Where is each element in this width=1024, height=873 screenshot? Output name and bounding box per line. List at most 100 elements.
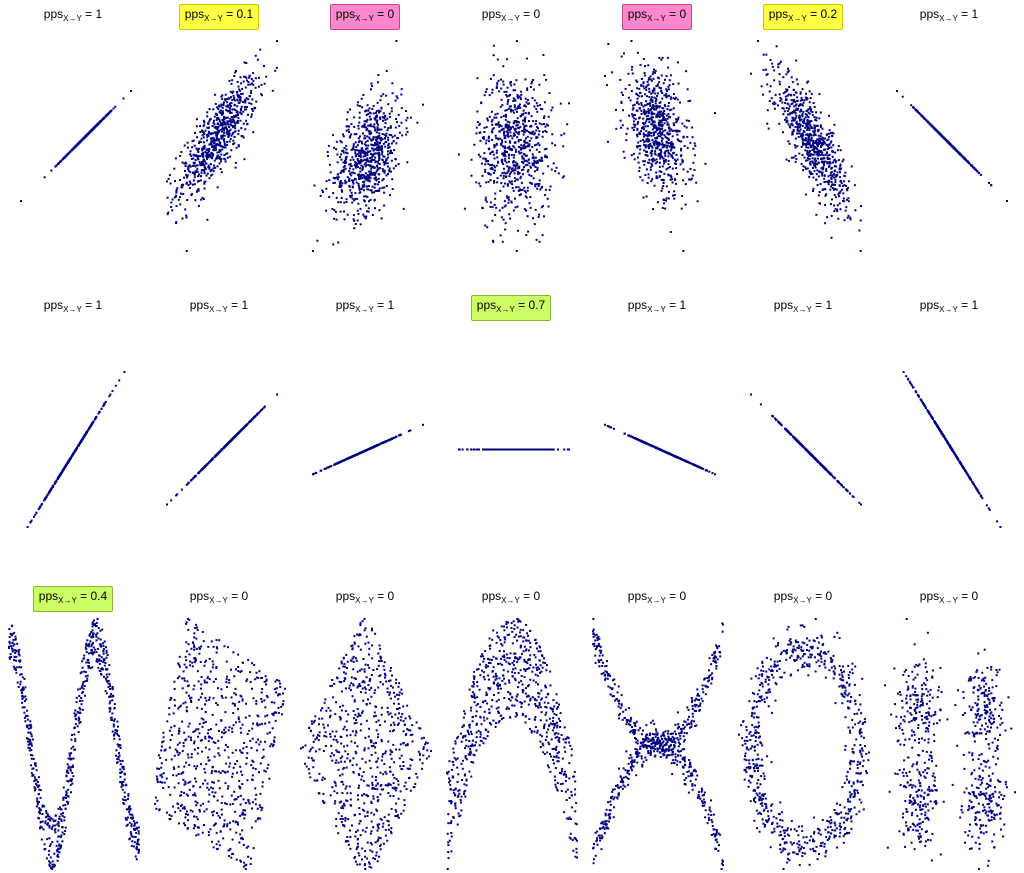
scatter-point <box>781 101 784 104</box>
scatter-point <box>817 134 820 137</box>
scatter-point <box>518 131 521 134</box>
scatter-point <box>202 148 205 150</box>
scatter-point <box>544 125 547 128</box>
scatter-point <box>834 165 836 168</box>
scatter-point <box>378 153 381 156</box>
scatter-point <box>196 156 199 159</box>
scatter-point <box>170 201 173 204</box>
scatter-point <box>385 132 388 135</box>
scatter-point <box>244 86 247 89</box>
scatter-point <box>640 130 642 133</box>
scatter-point <box>502 115 505 118</box>
scatter-point <box>369 150 372 153</box>
scatter-point <box>637 121 640 123</box>
scatter-point <box>351 147 354 150</box>
scatter-point <box>207 134 210 137</box>
scatter-point <box>376 146 379 148</box>
scatter-point <box>348 177 351 180</box>
scatter-point <box>667 174 670 177</box>
scatter-point <box>829 141 832 144</box>
scatter-point <box>213 139 216 142</box>
scatter-point <box>800 118 803 121</box>
scatter-point <box>391 136 394 139</box>
scatter-point <box>212 141 215 144</box>
scatter-point <box>523 190 526 193</box>
scatter-point <box>493 180 496 182</box>
scatter-point <box>506 95 509 98</box>
scatter-point <box>827 138 830 141</box>
scatter-point <box>784 91 787 94</box>
scatter-plot <box>458 40 570 252</box>
scatter-point <box>367 164 370 167</box>
scatter-point <box>679 101 681 104</box>
scatter-point <box>831 175 834 178</box>
scatter-point <box>795 103 798 106</box>
scatter-point <box>378 163 381 166</box>
scatter-point <box>663 134 666 137</box>
scatter-point <box>221 128 223 131</box>
scatter-point <box>630 40 633 42</box>
scatter-point <box>217 130 220 132</box>
scatter-point <box>794 100 797 103</box>
scatter-point <box>644 65 646 68</box>
scatter-point <box>510 201 513 204</box>
scatter-point <box>213 131 216 134</box>
scatter-point <box>566 123 569 126</box>
scatter-point <box>914 108 917 111</box>
scatter-point <box>239 95 242 98</box>
scatter-point <box>529 181 532 184</box>
scatter-point <box>814 118 817 121</box>
scatter-point <box>664 117 667 120</box>
scatter-point <box>200 175 202 178</box>
scatter-point <box>529 125 532 128</box>
scatter-point <box>673 197 676 200</box>
scatter-point <box>500 116 503 119</box>
scatter-point <box>689 141 692 144</box>
scatter-point <box>646 125 649 128</box>
scatter-point <box>329 465 332 468</box>
scatter-point <box>520 144 523 147</box>
scatter-point <box>92 420 95 423</box>
scatter-point <box>217 452 220 455</box>
scatter-point <box>536 160 539 163</box>
scatter-point <box>809 144 812 147</box>
scatter-point <box>509 181 512 184</box>
scatter-point <box>508 121 511 124</box>
scatter-point <box>656 83 659 86</box>
scatter-point <box>664 207 667 210</box>
scatter-point <box>491 123 494 126</box>
scatter-point <box>211 146 214 148</box>
scatter-point <box>363 195 366 198</box>
scatter-point <box>203 187 206 190</box>
scatter-point <box>530 82 533 85</box>
scatter-point <box>495 151 498 154</box>
scatter-point <box>541 159 544 162</box>
scatter-point <box>790 76 793 79</box>
scatter-point <box>801 99 804 101</box>
scatter-point <box>835 188 838 191</box>
scatter-point <box>651 89 654 92</box>
scatter-point <box>370 167 373 170</box>
scatter-point <box>379 139 382 142</box>
scatter-point <box>378 209 381 212</box>
scatter-point <box>180 151 183 153</box>
scatter-point <box>195 190 198 193</box>
scatter-point <box>233 116 236 119</box>
scatter-point <box>364 153 367 156</box>
scatter-point <box>371 144 374 146</box>
scatter-point <box>648 158 651 161</box>
scatter-point <box>806 157 809 160</box>
scatter-point <box>788 142 791 145</box>
scatter-point <box>371 155 374 157</box>
scatter-point <box>503 205 506 208</box>
scatter-point <box>230 105 233 108</box>
scatter-point <box>645 168 648 171</box>
scatter-point <box>232 94 235 97</box>
scatter-point <box>390 142 393 145</box>
scatter-point <box>659 153 662 156</box>
scatter-point <box>790 119 793 122</box>
scatter-point <box>512 121 515 124</box>
pps-prefix: pps <box>768 7 789 21</box>
scatter-point <box>201 129 203 132</box>
scatter-point <box>246 122 249 125</box>
